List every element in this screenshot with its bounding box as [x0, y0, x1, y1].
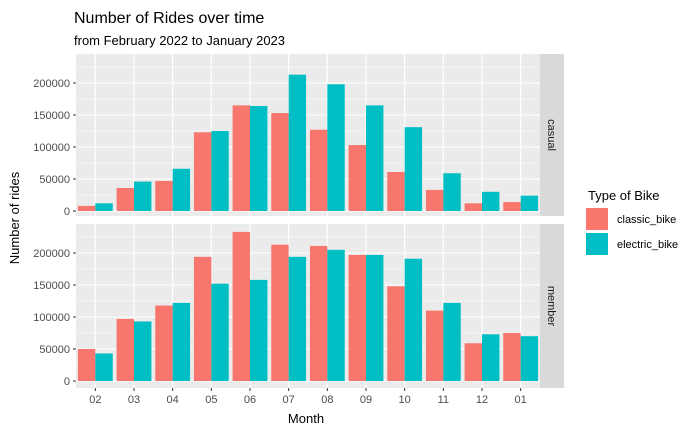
- bar-classic_bike-05: member classic_bike 05: 194000: [193, 256, 212, 381]
- bar-classic_bike-11: casual classic_bike 11: 33000: [425, 189, 444, 211]
- bar-classic_bike-01: member classic_bike 01: 75000: [503, 333, 521, 381]
- bar-electric_bike-09: member electric_bike 09: 197000: [366, 254, 384, 381]
- x-axis-title: Month: [288, 411, 324, 426]
- bar-classic_bike-03: casual classic_bike 03: 36000: [116, 187, 134, 211]
- bar-electric_bike-10: casual electric_bike 10: 131000: [404, 127, 423, 211]
- bar-electric_bike-08: member electric_bike 08: 205000: [327, 249, 345, 381]
- x-tick-label: 06: [244, 394, 256, 406]
- bar-electric_bike-07: member electric_bike 07: 194000: [288, 256, 307, 381]
- legend-title: Type of Bike: [588, 188, 660, 203]
- legend-key-electric_bike: [586, 233, 608, 255]
- bar-electric_bike-01: casual electric_bike 01: 24000: [520, 195, 539, 211]
- x-tick-label: 04: [167, 394, 179, 406]
- y-tick-label: 100000: [33, 142, 70, 154]
- y-tick-label: 200000: [33, 248, 70, 260]
- bar-electric_bike-03: member electric_bike 03: 93000: [134, 321, 152, 381]
- panels: 0 50000 100000 150000 200000 casual classic_b…: [33, 54, 564, 388]
- bar-classic_bike-06: member classic_bike 06: 233000: [232, 231, 250, 381]
- bar-classic_bike-02: member classic_bike 02: 50000: [77, 349, 96, 381]
- legend-label-classic_bike: classic_bike: [617, 214, 676, 226]
- bar-classic_bike-08: casual classic_bike 08: 127000: [309, 129, 328, 211]
- bar-electric_bike-11: casual electric_bike 11: 59000: [443, 173, 461, 211]
- facet-strip: [540, 54, 564, 216]
- facet-panel-member: 0 50000 100000 150000 200000 member classic_b…: [33, 224, 564, 388]
- y-tick-label: 50000: [39, 344, 70, 356]
- bar-electric_bike-09: casual electric_bike 09: 165000: [366, 105, 384, 211]
- chart-title: Number of Rides over time: [74, 10, 264, 27]
- legend-key-classic_bike: [586, 208, 608, 230]
- x-tick-label: 10: [399, 394, 411, 406]
- bar-classic_bike-03: member classic_bike 03: 97000: [116, 318, 134, 381]
- y-tick-label: 0: [64, 206, 70, 218]
- bar-electric_bike-12: member electric_bike 12: 73000: [482, 334, 500, 381]
- x-tick-label: 11: [438, 394, 449, 406]
- bar-electric_bike-12: casual electric_bike 12: 30000: [482, 191, 500, 211]
- bar-classic_bike-09: member classic_bike 09: 197000: [348, 254, 366, 381]
- x-tick-label: 01: [515, 394, 527, 406]
- bar-electric_bike-01: member electric_bike 01: 70000: [520, 336, 539, 381]
- x-tick-label: 09: [360, 394, 372, 406]
- legend: Type of Bike classic_bike electric_bike: [586, 188, 678, 255]
- x-tick-label: 12: [476, 394, 488, 406]
- y-tick-label: 150000: [33, 110, 70, 122]
- chart-subtitle: from February 2022 to January 2023: [74, 33, 285, 48]
- bar-classic_bike-10: casual classic_bike 10: 61000: [387, 171, 405, 211]
- bar-classic_bike-07: casual classic_bike 07: 153000: [271, 113, 289, 211]
- bar-classic_bike-06: casual classic_bike 06: 165000: [232, 105, 250, 211]
- y-axis-title: Number of rides: [7, 171, 22, 264]
- bar-electric_bike-05: member electric_bike 05: 152000: [211, 283, 229, 381]
- facet-strip-label-casual: casual: [545, 119, 557, 151]
- bar-electric_bike-04: member electric_bike 04: 122000: [172, 302, 191, 381]
- bar-classic_bike-09: casual classic_bike 09: 103000: [348, 145, 366, 211]
- x-tick-label: 07: [283, 394, 295, 406]
- x-tick-label: 03: [128, 394, 140, 406]
- y-tick-label: 200000: [33, 78, 70, 90]
- bar-classic_bike-05: casual classic_bike 05: 123000: [193, 132, 212, 211]
- bar-electric_bike-06: member electric_bike 06: 158000: [250, 279, 268, 381]
- bar-electric_bike-02: casual electric_bike 02: 12000: [95, 203, 113, 211]
- bar-electric_bike-10: member electric_bike 10: 191000: [404, 258, 423, 381]
- facet-panel-casual: 0 50000 100000 150000 200000 casual classic_b…: [33, 54, 564, 218]
- bar-electric_bike-04: casual electric_bike 04: 66000: [172, 168, 191, 211]
- bar-classic_bike-12: casual classic_bike 12: 12000: [464, 203, 482, 211]
- bar-classic_bike-04: casual classic_bike 04: 47000: [155, 180, 173, 211]
- bar-electric_bike-05: casual electric_bike 05: 125000: [211, 131, 229, 211]
- bar-classic_bike-07: member classic_bike 07: 213000: [271, 244, 289, 381]
- x-tick-label: 08: [321, 394, 333, 406]
- y-tick-label: 50000: [39, 174, 70, 186]
- bar-electric_bike-02: member electric_bike 02: 43000: [95, 353, 113, 381]
- panel-background: [76, 54, 540, 216]
- bar-electric_bike-07: casual electric_bike 07: 213000: [288, 74, 307, 212]
- facet-strip: [540, 224, 564, 388]
- x-tick-label: 05: [205, 394, 217, 406]
- bar-classic_bike-11: member classic_bike 11: 110000: [425, 310, 444, 381]
- bar-classic_bike-08: member classic_bike 08: 211000: [309, 245, 328, 381]
- bar-electric_bike-11: member electric_bike 11: 122000: [443, 302, 461, 381]
- bar-classic_bike-10: member classic_bike 10: 148000: [387, 286, 405, 381]
- facet-strip-label-member: member: [545, 286, 557, 327]
- y-tick-label: 0: [64, 376, 70, 388]
- x-tick-label: 02: [89, 394, 101, 406]
- y-tick-label: 150000: [33, 280, 70, 292]
- bar-classic_bike-12: member classic_bike 12: 59000: [464, 343, 482, 381]
- bar-classic_bike-02: casual classic_bike 02: 8000: [77, 205, 96, 211]
- bar-classic_bike-04: member classic_bike 04: 118000: [155, 305, 173, 381]
- legend-label-electric_bike: electric_bike: [617, 239, 678, 251]
- bar-classic_bike-01: casual classic_bike 01: 14000: [503, 202, 521, 211]
- bar-electric_bike-06: casual electric_bike 06: 164000: [250, 106, 268, 211]
- bar-electric_bike-08: casual electric_bike 08: 198000: [327, 84, 345, 211]
- y-tick-label: 100000: [33, 312, 70, 324]
- bar-electric_bike-03: casual electric_bike 03: 46000: [134, 181, 152, 211]
- panel-background: [76, 224, 540, 388]
- x-axis: 02 03 04 05 06 07 08 09 10 11 12 01: [89, 388, 527, 406]
